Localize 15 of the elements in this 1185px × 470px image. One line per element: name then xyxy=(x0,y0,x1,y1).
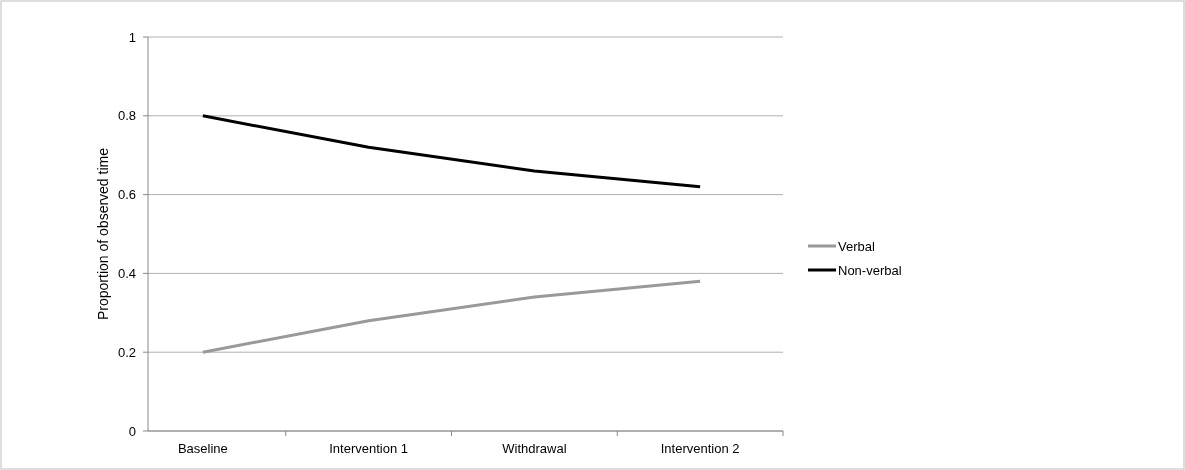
legend-label: Non-verbal xyxy=(838,262,902,278)
x-tick-label: Intervention 2 xyxy=(660,441,740,456)
y-axis-title: Proportion of observed time xyxy=(95,147,111,320)
legend-label: Verbal xyxy=(838,238,875,254)
y-tick-label: 0.8 xyxy=(117,108,136,124)
y-tick-label: 0.6 xyxy=(117,187,136,203)
x-tick-label: Baseline xyxy=(177,441,228,456)
y-tick-label: 0 xyxy=(128,423,136,439)
line-series xyxy=(201,114,702,189)
x-tick-label: Intervention 1 xyxy=(329,441,409,456)
y-tick-label: 0.2 xyxy=(117,344,136,360)
y-tick-label: 0.4 xyxy=(117,265,136,281)
y-tick-label: 1 xyxy=(128,29,136,45)
x-tick-label: Withdrawal xyxy=(502,441,567,456)
line-series xyxy=(201,279,702,354)
